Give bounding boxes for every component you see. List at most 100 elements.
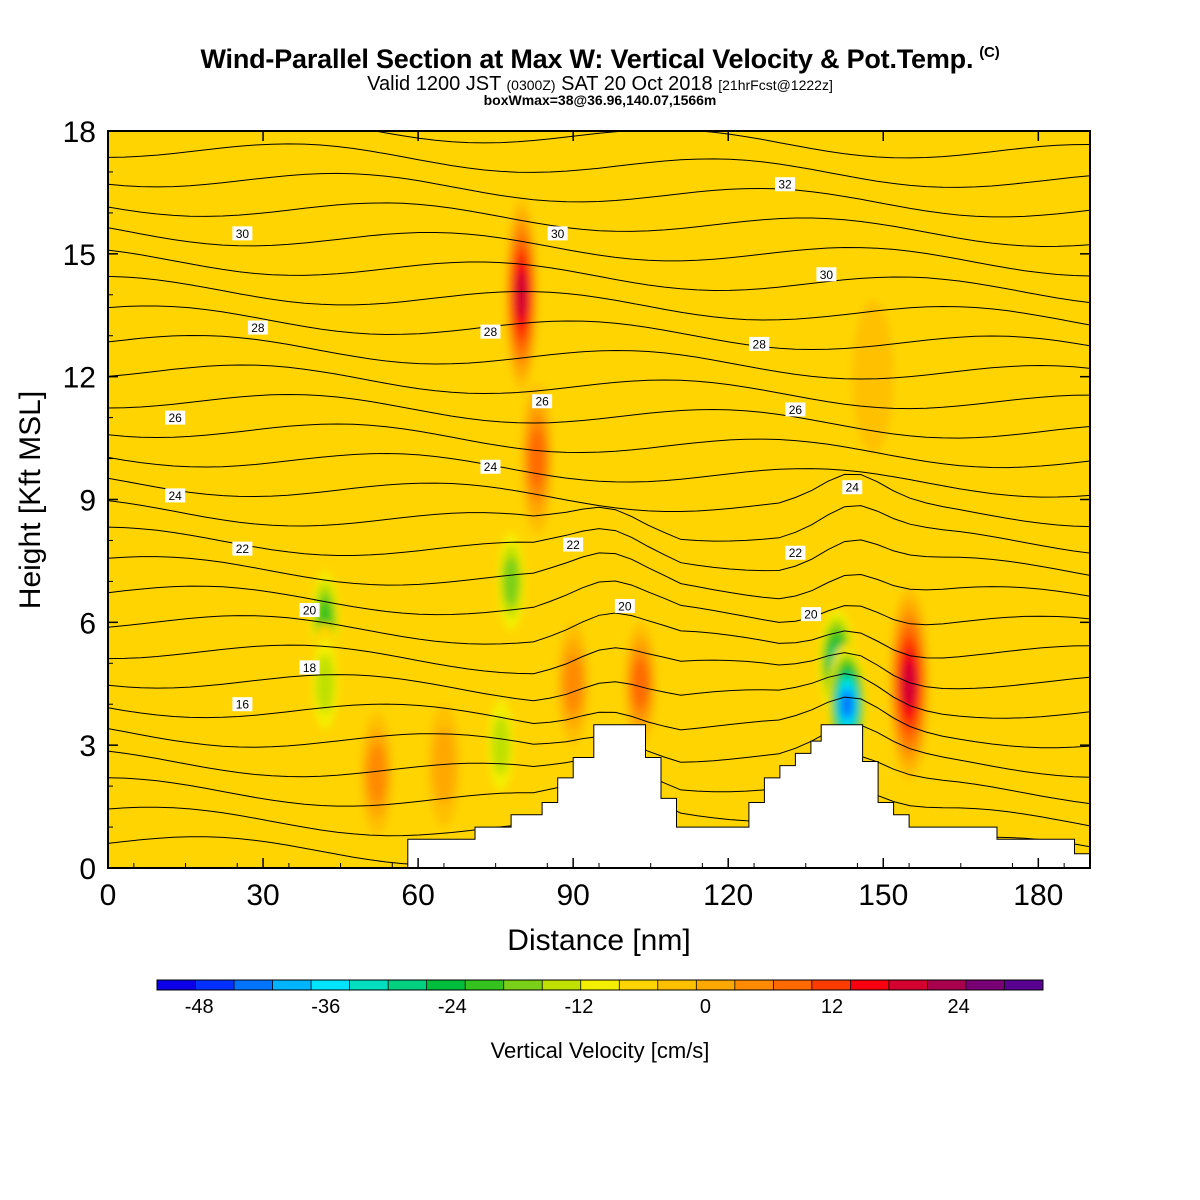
svg-text:20: 20 [303,604,317,618]
colorbar-swatch [542,980,582,990]
y-tick-label: 9 [79,485,96,518]
svg-text:28: 28 [251,321,265,335]
colorbar-swatch [850,980,890,990]
x-tick-label: 30 [246,879,279,912]
x-tick-label: 60 [401,879,434,912]
svg-text:30: 30 [820,268,834,282]
theta-label: 18 [299,660,320,675]
theta-label: 28 [749,336,770,351]
theta-label: 16 [232,697,253,712]
theta-label: 32 [775,177,796,192]
axes: 0 30 60 90 120 150 180 0 3 6 9 12 15 18 [63,116,1091,912]
colorbar-swatch [965,980,1005,990]
theta-label: 30 [547,226,568,241]
colorbar-swatch [157,980,197,990]
velocity-cell [484,684,517,807]
svg-text:20: 20 [804,608,818,622]
theta-label: 30 [816,267,837,282]
colorbar-swatch [657,980,697,990]
chart-title: Wind-Parallel Section at Max W: Vertical… [200,44,1000,74]
y-tick-label: 15 [63,239,96,272]
colorbar-swatch [195,980,235,990]
theta-line [108,580,1090,626]
y-axis-label: Height [Kft MSL] [14,391,47,609]
colorbar-swatch [503,980,543,990]
velocity-cell [624,622,657,745]
theta-line [108,227,1090,277]
x-axis-label: Distance [nm] [507,924,690,957]
theta-label: 28 [247,320,268,335]
theta-line [108,500,1090,554]
svg-text:22: 22 [236,542,250,556]
colorbar-swatch [426,980,466,990]
velocity-cell [427,704,460,827]
chart-title-unit: (C) [979,44,1000,61]
theta-label: 22 [785,545,806,560]
colorbar-tick-label: 12 [821,996,843,1018]
x-tick-label: 120 [703,879,753,912]
svg-text:24: 24 [169,489,183,503]
velocity-cell [557,622,590,745]
theta-line [108,526,1090,576]
colorbar-swatch [927,980,967,990]
theta-label: 26 [165,410,186,425]
valid-time-line: Valid 1200 JST (0300Z) SAT 20 Oct 2018 [… [367,73,833,95]
colorbar-label: Vertical Velocity [cm/s] [491,1038,710,1063]
colorbar-swatch [388,980,428,990]
colorbar-swatch [580,980,620,990]
theta-label: 24 [165,488,186,503]
colorbar-swatch [1004,980,1044,990]
colorbar-swatch [311,980,351,990]
theta-line [108,202,1090,248]
svg-text:30: 30 [551,227,565,241]
plot-area: 30 30 32 30 28 28 28 26 26 26 24 24 24 22 22 22 20 20 20 18… [108,131,1090,868]
svg-text:24: 24 [846,481,860,495]
svg-text:18: 18 [303,661,317,675]
theta-line [108,275,1090,326]
theta-label: 26 [785,402,806,417]
x-tick-label: 0 [100,879,117,912]
colorbar-swatch [272,980,312,990]
svg-text:22: 22 [789,546,803,560]
theta-contours [108,131,1090,868]
theta-line [108,334,1090,380]
colorbar-swatch [619,980,659,990]
colorbar-swatch [349,980,389,990]
svg-text:30: 30 [236,227,250,241]
svg-text:28: 28 [484,325,498,339]
colorbar-tick-label: -24 [438,996,467,1018]
box-wmax-subtitle: boxWmax=38@36.96,140.07,1566m [483,92,717,108]
theta-line [108,644,1090,690]
theta-label: 26 [532,394,553,409]
y-tick-label: 0 [79,853,96,886]
colorbar-swatch [888,980,928,990]
theta-label: 20 [299,603,320,618]
x-tick-label: 180 [1013,879,1063,912]
y-tick-label: 3 [79,730,96,763]
svg-text:32: 32 [778,178,792,192]
x-tick-label: 90 [556,879,589,912]
theta-line [108,305,1090,351]
theta-label: 30 [232,226,253,241]
velocity-cell [360,712,393,835]
colorbar-swatch [734,980,774,990]
velocity-cell [309,622,342,745]
theta-line [108,696,1090,749]
colorbar-tick-label: 0 [700,996,711,1018]
velocity-cell [520,382,553,535]
theta-line [108,612,1090,659]
colorbar-swatch [811,980,851,990]
theta-line [372,131,1090,159]
colorbar-tick-label: 24 [947,996,969,1018]
theta-line [108,364,1090,410]
theta-label: 22 [232,541,253,556]
colorbar-swatch [696,980,736,990]
theta-line [108,452,1090,498]
colorbar-swatch [234,980,274,990]
theta-line [108,423,1090,469]
velocity-cell [495,520,528,643]
svg-text:22: 22 [566,538,580,552]
svg-text:26: 26 [169,411,183,425]
theta-label: 24 [842,480,863,495]
